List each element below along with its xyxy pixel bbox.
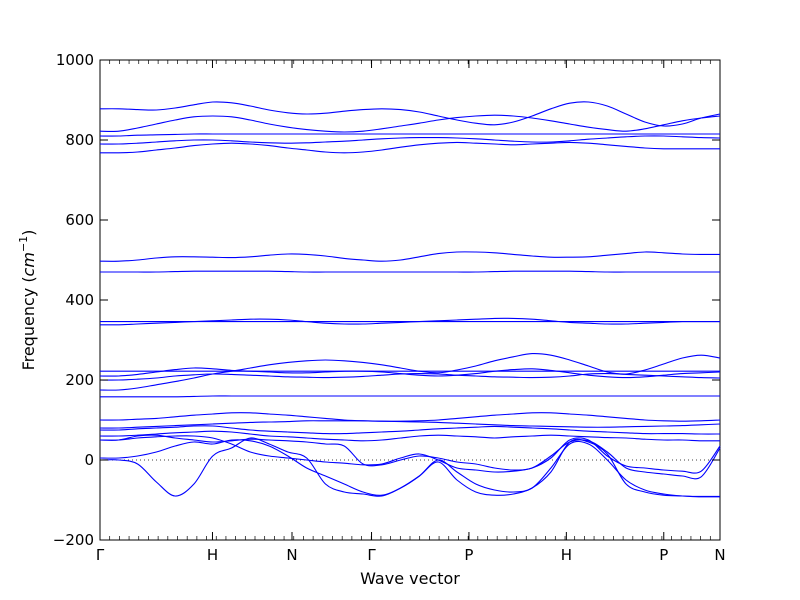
x-tick-label: N [714, 546, 725, 564]
x-tick-label: H [561, 546, 572, 564]
phonon-band-16 [100, 270, 720, 273]
phonon-band-1 [99, 437, 721, 498]
y-tick-label: 800 [65, 131, 94, 149]
phonon-band-18 [99, 141, 720, 154]
phonon-band-2 [99, 439, 721, 497]
y-axis-label-close: ) [19, 230, 38, 236]
y-axis-label: Frequency (cm−1) [17, 230, 38, 371]
y-axis-label-exponent: −1 [17, 236, 30, 252]
y-tick-label: 200 [65, 371, 94, 389]
phonon-band-17 [99, 251, 721, 262]
phonon-band-21 [99, 114, 721, 133]
y-tick-label: 1000 [56, 51, 94, 69]
x-tick-label: P [464, 546, 473, 564]
phonon-band-3 [99, 434, 721, 480]
phonon-bands [99, 101, 721, 498]
phonon-band-6 [99, 425, 721, 435]
y-tick-label: −200 [53, 531, 94, 549]
x-tick-label: P [659, 546, 668, 564]
x-axis-label: Wave vector [360, 569, 460, 588]
phonon-band-11 [99, 373, 721, 381]
phonon-band-22 [99, 101, 721, 127]
x-tick-label: Γ [96, 546, 105, 564]
phonon-band-8 [99, 412, 721, 422]
y-axis-label-unit: cm [19, 252, 38, 276]
phonon-band-20 [99, 133, 720, 137]
axis-ticks [99, 59, 721, 541]
phonon-band-9 [100, 395, 720, 398]
phonon-band-7 [99, 420, 721, 429]
y-tick-labels: −200 0 200 400 600 800 1000 [53, 51, 94, 549]
y-tick-label: 0 [84, 451, 94, 469]
x-tick-label: Γ [367, 546, 376, 564]
phonon-band-19 [99, 135, 721, 145]
phonon-band-4 [99, 435, 721, 474]
y-tick-label: 600 [65, 211, 94, 229]
y-tick-label: 400 [65, 291, 94, 309]
x-tick-label: N [286, 546, 297, 564]
x-tick-label: H [207, 546, 218, 564]
phonon-band-10 [99, 352, 721, 391]
phonon-band-12 [99, 367, 721, 379]
y-axis-label-text: Frequency ( [19, 276, 38, 370]
phonon-band-5 [99, 430, 721, 442]
